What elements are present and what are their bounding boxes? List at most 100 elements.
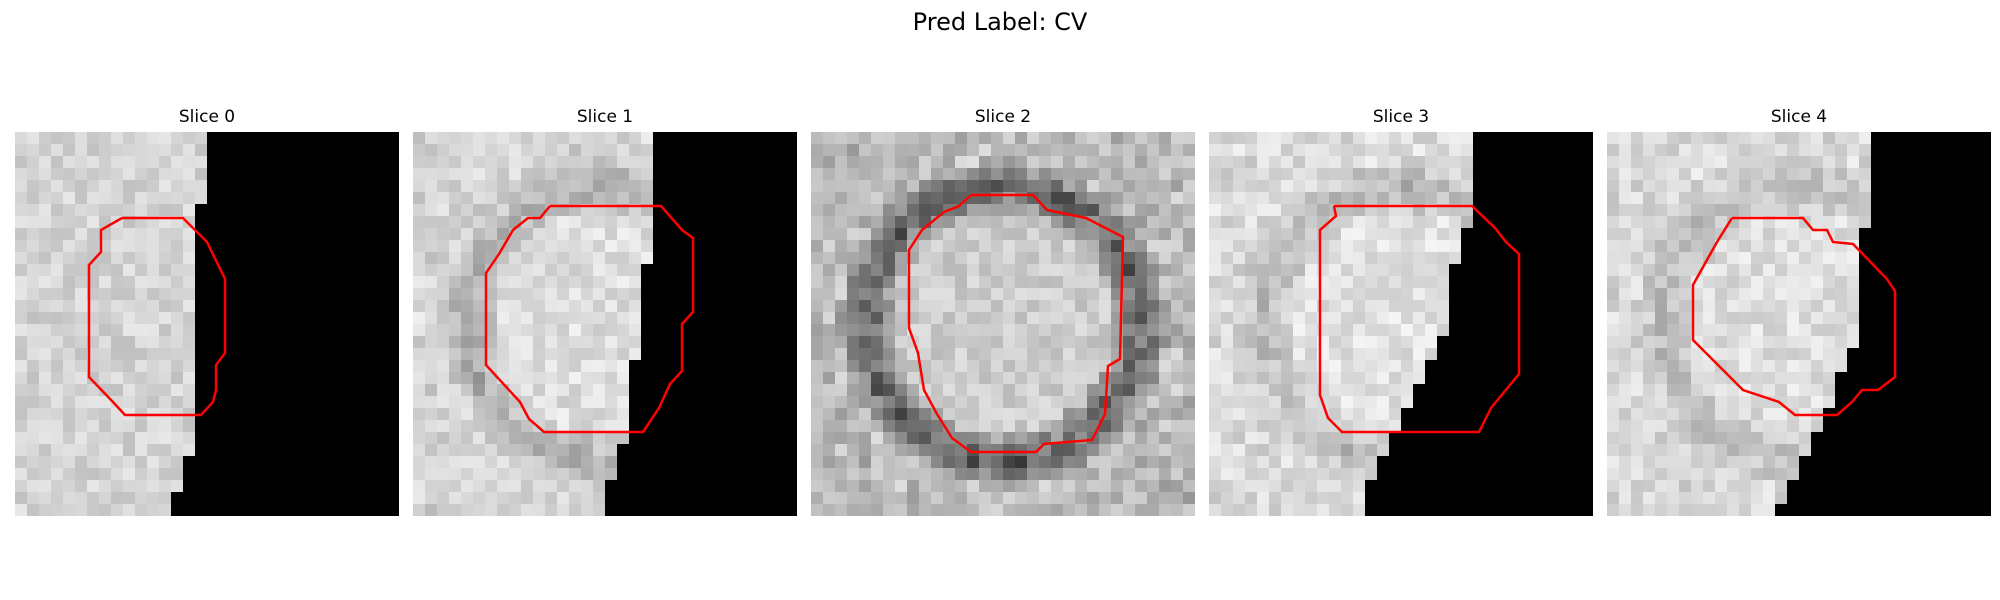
pixel [1703, 324, 1716, 337]
pixel [1823, 396, 1836, 409]
pixel [1159, 228, 1172, 241]
pixel [279, 420, 292, 433]
pixel [461, 300, 474, 313]
pixel [327, 300, 340, 313]
pixel [907, 444, 920, 457]
pixel [1123, 264, 1136, 277]
pixel [773, 288, 786, 301]
pixel [375, 492, 388, 505]
pixel [1799, 240, 1812, 253]
pixel [1389, 384, 1402, 397]
pixel [1485, 192, 1498, 205]
pixel [111, 252, 124, 265]
pixel [689, 276, 702, 289]
pixel [521, 480, 534, 493]
pixel [605, 324, 618, 337]
pixel [1883, 144, 1896, 157]
pixel [931, 396, 944, 409]
mri-pixel-grid [811, 132, 1195, 516]
pixel [569, 456, 582, 469]
pixel [327, 372, 340, 385]
pixel [315, 204, 328, 217]
pixel [1509, 192, 1522, 205]
pixel [413, 408, 426, 421]
pixel [569, 228, 582, 241]
pixel [1895, 312, 1908, 325]
pixel [1859, 228, 1872, 241]
pixel [1147, 168, 1160, 181]
pixel [387, 372, 399, 385]
pixel [617, 216, 630, 229]
pixel [1907, 444, 1920, 457]
pixel [521, 228, 534, 241]
pixel [75, 204, 88, 217]
pixel [557, 396, 570, 409]
pixel [1281, 480, 1294, 493]
pixel [653, 480, 666, 493]
pixel [1643, 228, 1656, 241]
pixel [1871, 168, 1884, 181]
pixel [1847, 324, 1860, 337]
pixel [749, 144, 762, 157]
pixel [835, 468, 848, 481]
pixel [665, 156, 678, 169]
pixel [1159, 324, 1172, 337]
pixel [1557, 372, 1570, 385]
pixel [509, 480, 522, 493]
pixel [1955, 132, 1968, 145]
pixel [1183, 336, 1195, 349]
pixel [351, 420, 364, 433]
pixel [919, 276, 932, 289]
pixel [1027, 132, 1040, 145]
pixel [1619, 312, 1632, 325]
pixel [1835, 300, 1848, 313]
pixel [75, 312, 88, 325]
pixel [135, 432, 148, 445]
pixel [207, 204, 220, 217]
pixel [713, 132, 726, 145]
pixel [1859, 348, 1872, 361]
pixel [521, 144, 534, 157]
pixel [195, 420, 208, 433]
pixel [1039, 432, 1052, 445]
pixel [1787, 432, 1800, 445]
pixel [835, 144, 848, 157]
pixel [1293, 372, 1306, 385]
pixel [1051, 468, 1064, 481]
pixel [1003, 228, 1016, 241]
pixel [545, 384, 558, 397]
pixel [351, 180, 364, 193]
pixel [545, 456, 558, 469]
pixel [1365, 372, 1378, 385]
pixel [1341, 336, 1354, 349]
pixel [63, 360, 76, 373]
pixel [1667, 312, 1680, 325]
pixel [629, 396, 642, 409]
pixel [1365, 504, 1378, 516]
pixel [123, 348, 136, 361]
pixel [147, 204, 160, 217]
pixel [87, 504, 100, 516]
pixel [1775, 384, 1788, 397]
pixel [497, 312, 510, 325]
pixel [315, 348, 328, 361]
pixel [327, 144, 340, 157]
pixel [1209, 228, 1222, 241]
pixel [219, 504, 232, 516]
pixel [931, 192, 944, 205]
pixel [1051, 156, 1064, 169]
pixel [327, 204, 340, 217]
pixel [521, 264, 534, 277]
prediction-contour [484, 204, 695, 434]
pixel [1703, 180, 1716, 193]
pixel [895, 144, 908, 157]
pixel [51, 372, 64, 385]
pixel [593, 444, 606, 457]
pixel [1233, 312, 1246, 325]
pixel [785, 468, 797, 481]
pixel [749, 420, 762, 433]
pixel [1847, 360, 1860, 373]
pixel [351, 228, 364, 241]
pixel [1099, 480, 1112, 493]
pixel [1099, 420, 1112, 433]
